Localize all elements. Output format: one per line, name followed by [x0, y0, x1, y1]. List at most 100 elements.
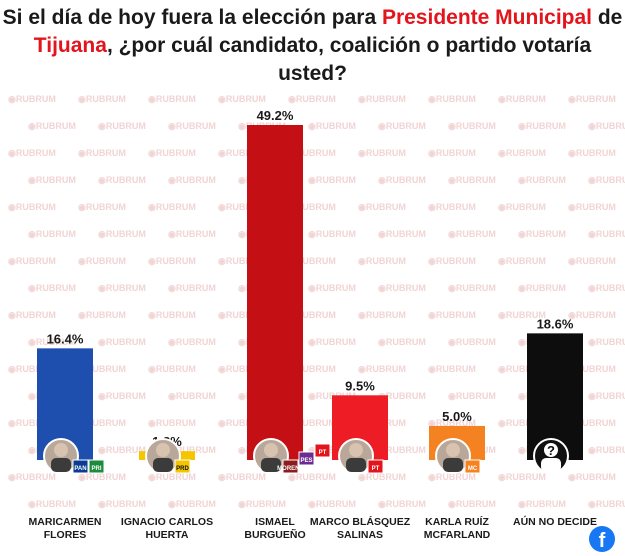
- watermark-text: ◉RUBRUM: [218, 202, 266, 212]
- watermark-text: ◉RUBRUM: [78, 310, 126, 320]
- title-part-3: , ¿por cuál candidato, coalición o parti…: [106, 34, 592, 85]
- watermark-text: ◉RUBRUM: [308, 121, 356, 131]
- title-part-2: de: [592, 6, 623, 29]
- rubrum-watermark-pattern: ◉RUBRUM ◉RUBRUM ◉RUBRUM ◉RUBRUM ◉RUBRUM ◉RUBR…: [8, 94, 625, 509]
- bar-3: [247, 125, 303, 460]
- watermark-text: ◉RUBRUM: [28, 229, 76, 239]
- watermark-text: ◉RUBRUM: [308, 175, 356, 185]
- watermark-text: ◉RUBRUM: [148, 418, 196, 428]
- watermark-text: ◉RUBRUM: [308, 283, 356, 293]
- watermark-text: ◉RUBRUM: [428, 472, 476, 482]
- watermark-text: ◉RUBRUM: [168, 445, 216, 455]
- watermark-text: ◉RUBRUM: [378, 283, 426, 293]
- watermark-text: ◉RUBRUM: [568, 256, 616, 266]
- watermark-text: ◉RUBRUM: [98, 445, 146, 455]
- watermark-text: ◉RUBRUM: [568, 202, 616, 212]
- chart-title: Si el día de hoy fuera la elección para …: [0, 4, 625, 88]
- watermark-text: ◉RUBRUM: [28, 337, 76, 347]
- watermark-text: ◉RUBRUM: [288, 256, 336, 266]
- candidate-photo-1: [43, 438, 79, 474]
- watermark-text: ◉RUBRUM: [498, 310, 546, 320]
- watermark-text: ◉RUBRUM: [308, 229, 356, 239]
- watermark-text: ◉RUBRUM: [78, 94, 126, 104]
- watermark-text: ◉RUBRUM: [568, 418, 616, 428]
- watermark-text: ◉RUBRUM: [168, 229, 216, 239]
- watermark-text: ◉RUBRUM: [518, 121, 566, 131]
- watermark-text: ◉RUBRUM: [148, 94, 196, 104]
- watermark-text: ◉RUBRUM: [588, 337, 625, 347]
- watermark-text: ◉RUBRUM: [78, 364, 126, 374]
- facebook-icon[interactable]: f: [589, 526, 615, 552]
- watermark-text: ◉RUBRUM: [168, 283, 216, 293]
- category-label-3: BURGUEÑO: [244, 528, 305, 541]
- watermark-text: ◉RUBRUM: [378, 337, 426, 347]
- watermark-text: ◉RUBRUM: [218, 148, 266, 158]
- value-label-4: 9.5%: [345, 378, 375, 393]
- title-highlight-office: Presidente Municipal: [381, 6, 593, 29]
- category-label-1: MARICARMEN: [29, 516, 102, 528]
- watermark-text: ◉RUBRUM: [8, 256, 56, 266]
- watermark-text: ◉RUBRUM: [518, 499, 566, 509]
- party-logo-pri: PRI: [88, 459, 105, 474]
- watermark-text: ◉RUBRUM: [568, 148, 616, 158]
- watermark-text: ◉RUBRUM: [428, 94, 476, 104]
- watermark-text: ◉RUBRUM: [498, 202, 546, 212]
- watermark-text: ◉RUBRUM: [588, 229, 625, 239]
- watermark-text: ◉RUBRUM: [498, 472, 546, 482]
- watermark-text: ◉RUBRUM: [148, 472, 196, 482]
- category-label-3: ISMAEL: [255, 516, 295, 528]
- title-part-1: Si el día de hoy fuera la elección para: [2, 6, 382, 29]
- watermark-text: ◉RUBRUM: [218, 418, 266, 428]
- watermark-text: ◉RUBRUM: [218, 256, 266, 266]
- watermark-text: ◉RUBRUM: [168, 175, 216, 185]
- watermark-text: ◉RUBRUM: [428, 148, 476, 158]
- watermark-text: ◉RUBRUM: [168, 337, 216, 347]
- watermark-text: ◉RUBRUM: [168, 121, 216, 131]
- watermark-text: ◉RUBRUM: [8, 310, 56, 320]
- watermark-text: ◉RUBRUM: [448, 391, 496, 401]
- title-highlight-city: Tijuana: [33, 34, 107, 57]
- watermark-text: ◉RUBRUM: [358, 256, 406, 266]
- party-logo-pt: PT: [314, 443, 331, 458]
- category-label-2: HUERTA: [146, 529, 189, 541]
- watermark-text: ◉RUBRUM: [238, 499, 286, 509]
- watermark-text: ◉RUBRUM: [358, 364, 406, 374]
- watermark-text: ◉RUBRUM: [78, 202, 126, 212]
- watermark-text: ◉RUBRUM: [378, 391, 426, 401]
- watermark-text: ◉RUBRUM: [448, 229, 496, 239]
- watermark-text: ◉RUBRUM: [288, 364, 336, 374]
- category-label-2: IGNACIO CARLOS: [121, 516, 213, 528]
- candidate-photo-4: [338, 438, 374, 474]
- svg-text:MORENA: MORENA: [277, 466, 304, 472]
- watermark-text: ◉RUBRUM: [308, 391, 356, 401]
- watermark-text: ◉RUBRUM: [288, 202, 336, 212]
- watermark-text: ◉RUBRUM: [98, 229, 146, 239]
- party-logo-prd: PRD: [174, 459, 191, 474]
- watermark-text: ◉RUBRUM: [518, 175, 566, 185]
- watermark-text: ◉RUBRUM: [568, 94, 616, 104]
- svg-text:PT: PT: [372, 466, 380, 472]
- watermark-text: ◉RUBRUM: [288, 94, 336, 104]
- watermark-text: ◉RUBRUM: [148, 202, 196, 212]
- unknown-candidate-icon: ?: [547, 443, 555, 458]
- watermark-text: ◉RUBRUM: [588, 445, 625, 455]
- watermark-text: ◉RUBRUM: [568, 472, 616, 482]
- watermark-text: ◉RUBRUM: [28, 121, 76, 131]
- watermark-text: ◉RUBRUM: [588, 121, 625, 131]
- watermark-text: ◉RUBRUM: [308, 337, 356, 347]
- watermark-text: ◉RUBRUM: [378, 175, 426, 185]
- candidate-photo-2: [145, 438, 181, 474]
- watermark-text: ◉RUBRUM: [588, 283, 625, 293]
- watermark-text: ◉RUBRUM: [8, 202, 56, 212]
- category-label-4: MARCO BLÁSQUEZ: [310, 515, 411, 528]
- watermark-text: ◉RUBRUM: [98, 391, 146, 401]
- value-label-3: 49.2%: [257, 108, 294, 123]
- watermark-text: ◉RUBRUM: [78, 148, 126, 158]
- watermark-text: ◉RUBRUM: [448, 499, 496, 509]
- watermark-text: ◉RUBRUM: [498, 256, 546, 266]
- watermark-text: ◉RUBRUM: [358, 94, 406, 104]
- watermark-text: ◉RUBRUM: [378, 121, 426, 131]
- watermark-text: ◉RUBRUM: [148, 364, 196, 374]
- watermark-text: ◉RUBRUM: [8, 94, 56, 104]
- watermark-text: ◉RUBRUM: [98, 283, 146, 293]
